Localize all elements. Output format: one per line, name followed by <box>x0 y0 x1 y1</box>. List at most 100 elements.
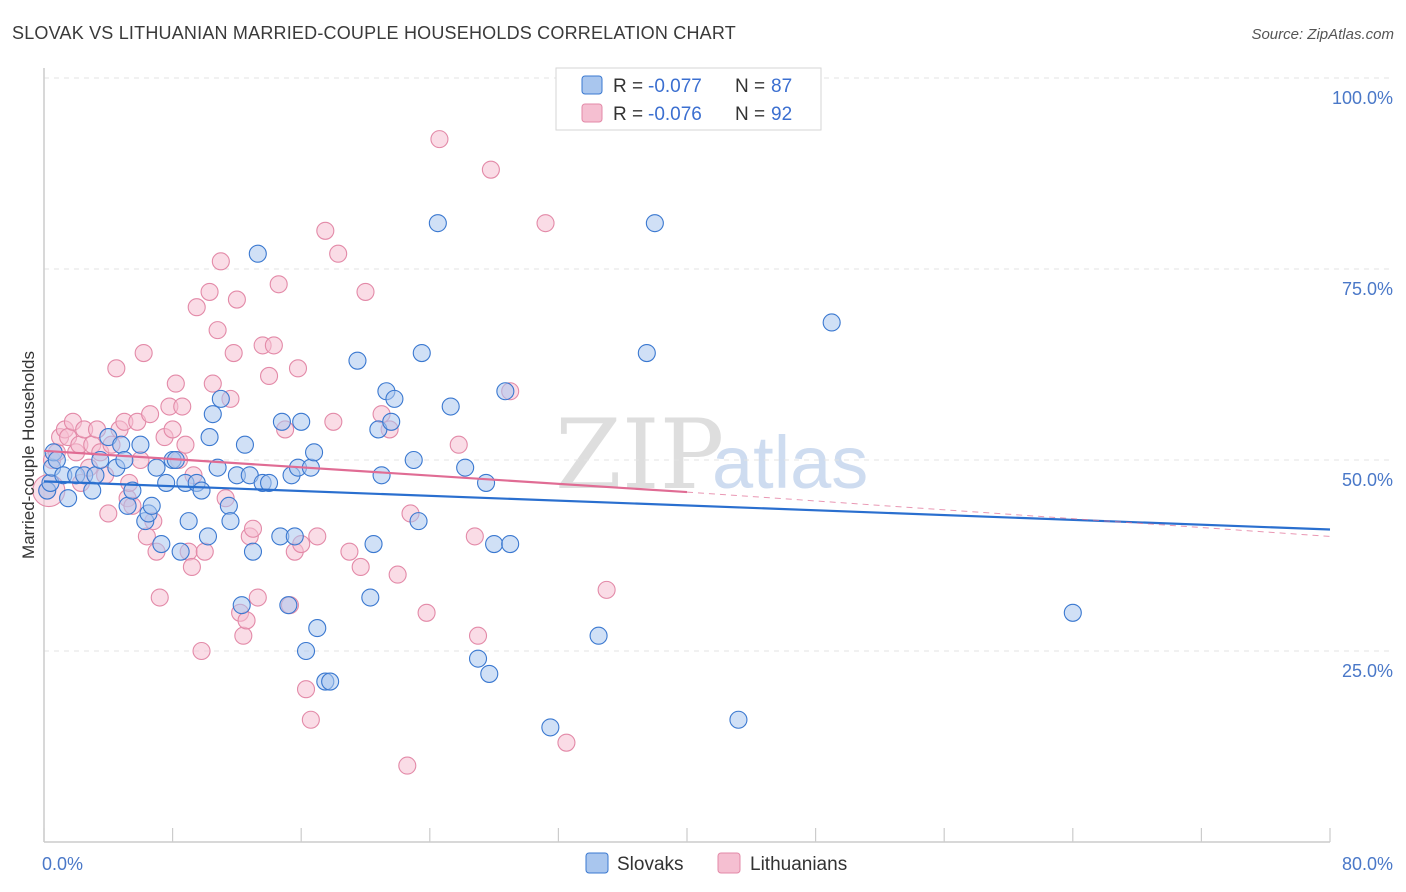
y-axis-label: Married-couple Households <box>19 351 38 559</box>
slovaks-point <box>496 382 515 401</box>
lithuanians-point <box>211 252 230 271</box>
lithuanians-point <box>536 214 555 233</box>
legend-n-value-lithuanians: 92 <box>771 104 792 125</box>
lithuanians-point <box>356 282 375 301</box>
slovaks-point <box>259 473 279 492</box>
slovaks-point <box>157 473 176 492</box>
slovaks-point <box>822 313 841 332</box>
slovaks-point <box>412 343 431 363</box>
legend-n-label-lithuanians: N = <box>735 104 765 125</box>
watermark-atlas: atlas <box>712 421 868 504</box>
slovaks-point <box>219 496 238 515</box>
lithuanians-point <box>324 412 343 431</box>
lithuanians-point <box>308 527 327 546</box>
lithuanians-point <box>182 557 201 577</box>
y-tick-label-75: 75.0% <box>1342 279 1393 299</box>
trend-lines <box>43 449 1331 537</box>
lithuanians-point <box>269 275 288 294</box>
slovaks-point <box>142 496 161 515</box>
slovaks-point <box>364 534 383 554</box>
slovaks-point <box>308 619 327 638</box>
lithuanians-point <box>301 710 320 729</box>
slovaks-point <box>441 397 460 416</box>
slovaks-point <box>179 512 198 531</box>
stats-legend: R = -0.077 N = 87 R = -0.076 N = 92 <box>555 67 822 131</box>
slovaks-point <box>243 542 263 561</box>
watermark: ZIP atlas <box>555 399 868 511</box>
legend-swatch-slovaks <box>581 75 603 95</box>
lithuanians-trend-extension <box>686 491 1331 537</box>
slovaks-point <box>171 542 190 561</box>
slovaks-point <box>456 458 475 477</box>
slovaks-point <box>279 596 298 615</box>
slovaks-point <box>372 466 391 485</box>
legend-swatch-lithuanians <box>581 103 603 123</box>
slovaks-point <box>123 481 142 500</box>
slovaks-point <box>285 527 304 546</box>
slovaks-point <box>232 596 251 615</box>
lithuanians-point <box>192 641 211 661</box>
lithuanians-point <box>224 343 243 363</box>
slovaks-points <box>38 214 1082 737</box>
slovaks-point <box>112 435 131 454</box>
slovaks-point <box>361 588 380 607</box>
slovaks-point <box>235 435 254 454</box>
lithuanians-point <box>163 420 182 439</box>
slovaks-point <box>192 481 211 500</box>
slovaks-point <box>203 405 222 424</box>
slovaks-point <box>477 473 496 492</box>
x-tick-label-80: 80.0% <box>1342 854 1393 874</box>
slovaks-point <box>200 428 219 447</box>
slovaks-point <box>47 450 66 470</box>
slovaks-point <box>305 443 324 462</box>
lithuanians-point <box>227 290 246 309</box>
lithuanians-point <box>430 130 449 149</box>
slovaks-point <box>404 450 423 470</box>
slovaks-point <box>211 389 230 408</box>
lithuanians-point <box>259 366 279 386</box>
chart-source: Source: ZipAtlas.com <box>1251 26 1394 43</box>
lithuanians-point <box>351 557 370 577</box>
lithuanians-point <box>243 519 263 538</box>
lithuanians-point <box>134 343 153 363</box>
legend-r-label-lithuanians: R = <box>613 104 643 125</box>
slovaks-point <box>152 534 171 554</box>
lithuanians-point <box>597 580 616 599</box>
slovaks-point <box>118 496 137 515</box>
lithuanians-point <box>398 756 417 775</box>
slovaks-point <box>428 214 447 233</box>
lithuanians-point <box>288 359 308 378</box>
lithuanians-point <box>176 435 195 454</box>
slovaks-point <box>86 466 105 485</box>
lithuanians-point <box>203 374 222 393</box>
slovaks-point <box>501 534 520 554</box>
chart-title: SLOVAK VS LITHUANIAN MARRIED-COUPLE HOUS… <box>12 23 736 43</box>
x-tick-labels: 0.0% 80.0% <box>42 854 1393 874</box>
lithuanians-point <box>200 282 219 301</box>
bottom-swatch-lithuanians <box>717 852 741 874</box>
slovaks-point <box>221 512 240 531</box>
lithuanians-point <box>187 298 206 317</box>
series-legend: Slovaks Lithuanians <box>585 852 847 875</box>
legend-r-label-slovaks: R = <box>613 76 643 97</box>
lithuanians-point <box>329 244 348 263</box>
lithuanians-point <box>264 336 283 355</box>
slovaks-point <box>147 458 166 477</box>
slovaks-point <box>321 672 340 691</box>
slovaks-point <box>248 244 267 263</box>
slovaks-point <box>541 718 560 737</box>
legend-n-label-slovaks: N = <box>735 76 765 97</box>
lithuanians-point <box>481 160 500 179</box>
lithuanians-point <box>173 397 192 416</box>
bottom-label-lithuanians: Lithuanians <box>750 854 847 875</box>
lithuanians-point <box>195 542 214 561</box>
y-tick-labels: 25.0% 50.0% 75.0% 100.0% <box>1332 88 1393 681</box>
lithuanians-point <box>465 527 484 546</box>
slovaks-point <box>385 389 404 408</box>
slovaks-point <box>115 450 134 470</box>
lithuanians-point <box>208 321 227 340</box>
lithuanians-point <box>99 504 118 523</box>
slovaks-point <box>382 412 401 431</box>
slovaks-point <box>480 664 499 683</box>
